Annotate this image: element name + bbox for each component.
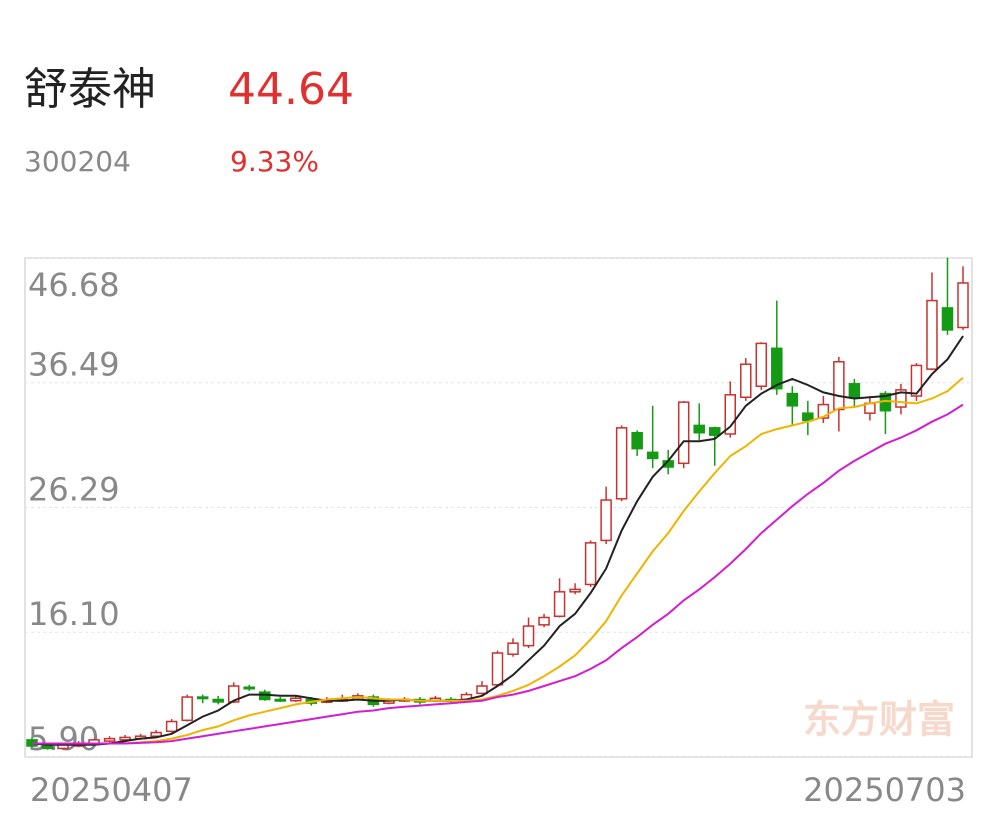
candle-body [615,427,628,500]
candle-body [786,392,799,407]
candle-body [926,299,938,370]
x-tick-label: 20250703 [803,771,966,809]
candle-body [584,542,597,586]
candle-body [553,591,566,618]
candle-body [833,361,845,411]
candle-body [693,424,705,434]
candle-body [708,427,721,436]
candle-body [569,588,581,593]
candle-body [724,394,736,435]
ma-line [31,335,964,746]
stock-name: 舒泰神 [24,64,156,115]
candle-body [538,616,550,626]
candle-body [119,736,131,741]
y-tick-label: 16.10 [28,595,120,633]
candle-body [103,737,116,742]
candle-body [677,401,690,465]
candle-body [227,685,240,703]
y-tick-label: 36.49 [28,346,120,384]
ma-line [32,376,964,745]
candle-body [941,307,954,331]
candle-body [848,383,861,399]
candle-body [196,696,209,700]
candle-body [646,451,659,460]
stock-code: 300204 [24,145,131,178]
y-tick-label: 5.90 [28,720,99,758]
candle-body [910,364,923,397]
candle-body [165,720,178,733]
candle-body [817,403,830,419]
y-tick-label: 26.29 [28,471,120,509]
candle-body [150,731,162,737]
candle-body [740,363,752,399]
y-tick-label: 46.68 [28,266,120,304]
price-change: 9.33% [230,145,319,178]
stock-price: 44.64 [228,64,354,115]
candle-body [507,642,519,655]
candle-body [755,342,768,387]
candle-body [181,696,193,722]
candle-body [957,282,969,329]
candle-body [771,347,783,390]
candle-body [290,697,302,702]
x-tick-label: 20250407 [30,771,193,809]
candle-body [895,389,907,408]
watermark: 东方财富 [803,698,955,742]
candle-body [212,698,224,703]
candle-body [522,625,535,647]
candle-body [491,652,504,686]
candle-body [243,686,255,690]
ma-line [32,403,964,745]
candle-body [600,499,612,542]
candle-body [274,698,287,702]
candle-body [802,412,814,422]
candle-body [631,431,643,450]
candle-body [476,685,488,695]
